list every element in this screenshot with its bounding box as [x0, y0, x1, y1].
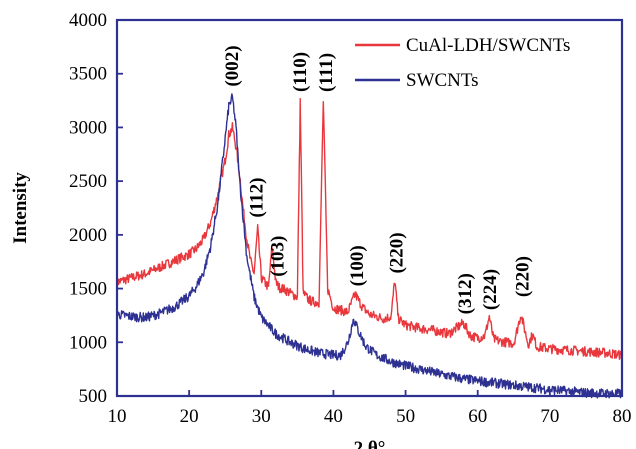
- plot-area: [116, 93, 623, 399]
- x-tick-label: 40: [324, 406, 343, 427]
- peak-label: (312): [455, 273, 476, 314]
- plot-frame: [115, 18, 624, 398]
- legend: CuAl-LDH/SWCNTs SWCNTs: [355, 35, 570, 91]
- y-tick-label: 2500: [69, 171, 107, 192]
- x-tick-label: 80: [613, 406, 632, 427]
- y-tick-label: 3500: [69, 64, 107, 85]
- axes: 10 20 30 40 50 60 70 80 500 1000 1500 2000 2500 3000 3…: [69, 10, 632, 427]
- series-line-1: [116, 93, 623, 399]
- legend-label: CuAl-LDH/SWCNTs: [406, 35, 570, 56]
- peak-label: (220): [386, 232, 407, 273]
- x-tick-label: 50: [396, 406, 415, 427]
- y-tick-label: 1500: [69, 279, 107, 300]
- peak-label: (100): [347, 245, 368, 286]
- peak-label: (002): [222, 45, 243, 86]
- y-tick-label: 3000: [69, 117, 107, 138]
- x-axis-title: 2 θ°: [354, 438, 386, 449]
- peak-label: (111): [316, 53, 337, 92]
- y-tick-label: 500: [79, 386, 108, 407]
- x-tick-label: 30: [252, 406, 271, 427]
- peak-label: (110): [290, 52, 311, 92]
- x-tick-label: 20: [180, 406, 199, 427]
- y-tick-label: 2000: [69, 225, 107, 246]
- peak-label: (112): [247, 178, 268, 218]
- legend-label: SWCNTs: [406, 70, 479, 91]
- peak-label: (103): [267, 236, 288, 277]
- peak-label: (220): [513, 256, 534, 297]
- y-tick-label: 1000: [69, 332, 107, 353]
- y-axis-title: Intensity: [10, 172, 31, 244]
- peak-label: (224): [480, 269, 501, 310]
- series-line-0: [116, 97, 623, 360]
- x-tick-label: 70: [540, 406, 559, 427]
- x-tick-label: 60: [468, 406, 487, 427]
- x-tick-label: 10: [108, 406, 127, 427]
- y-tick-label: 4000: [69, 10, 107, 31]
